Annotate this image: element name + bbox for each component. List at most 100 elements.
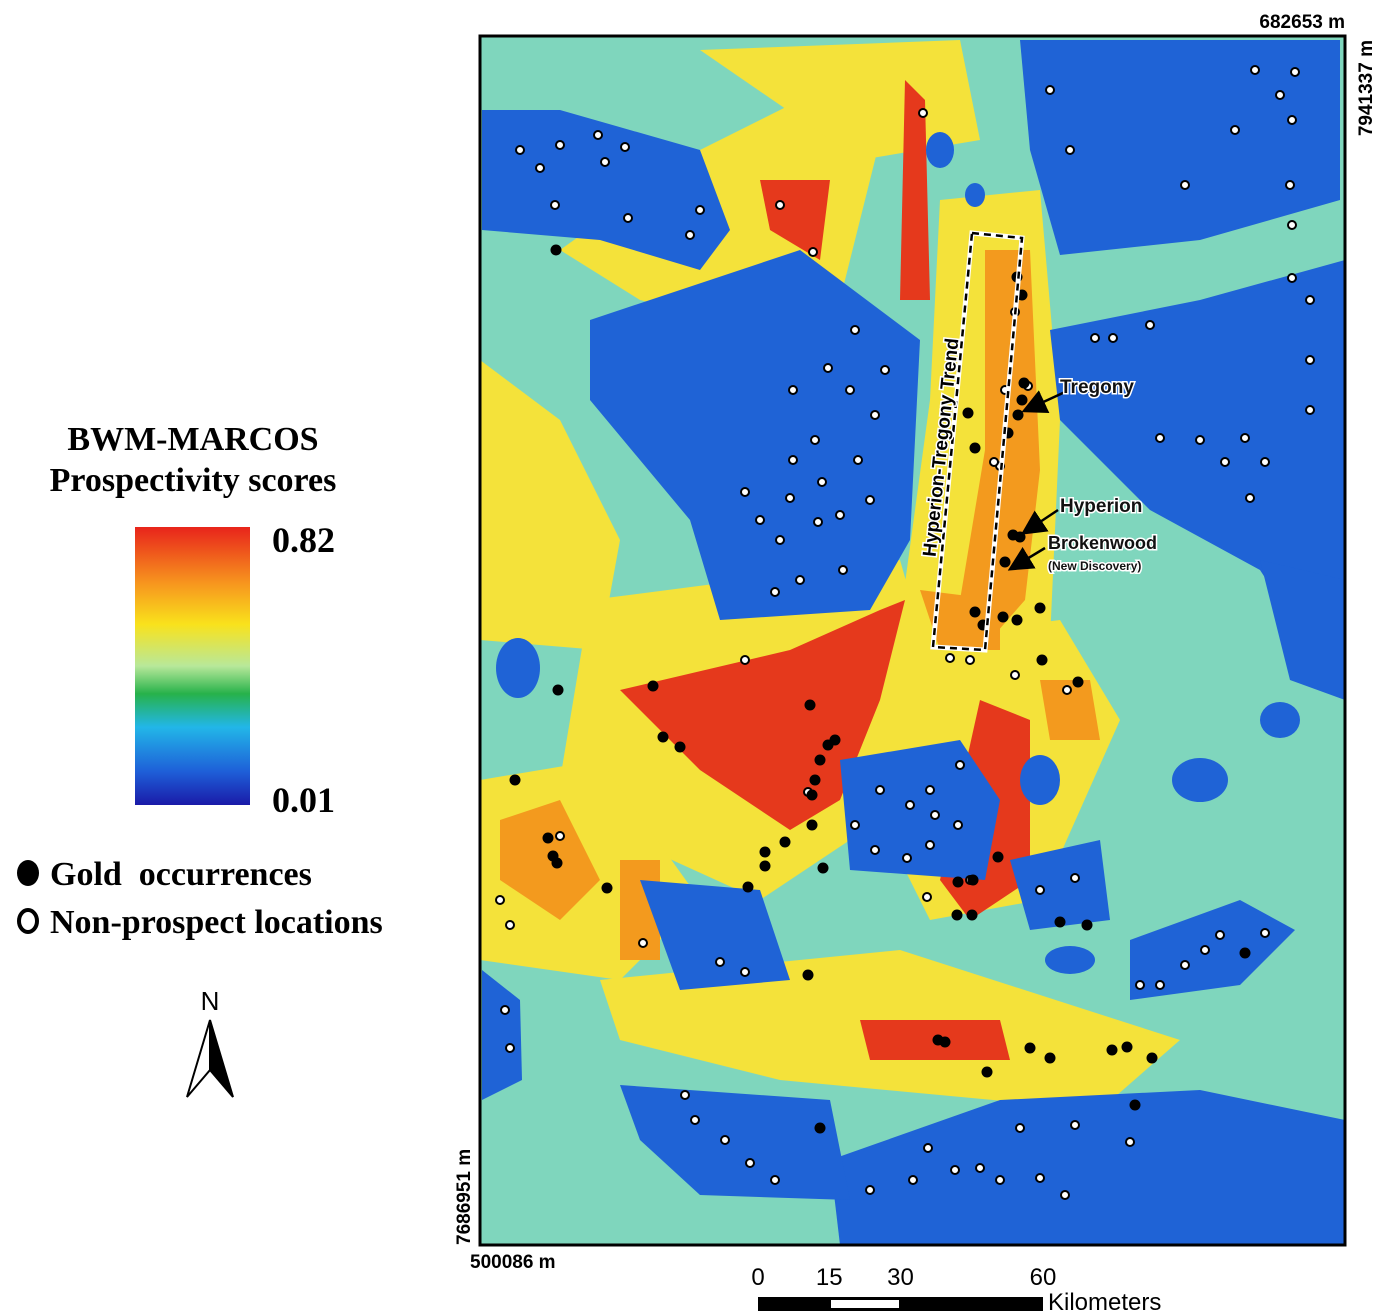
- scale-tick-label: 60: [1030, 1264, 1057, 1291]
- non-prospect-location: [771, 588, 779, 596]
- gold-occurrence: [1107, 1045, 1118, 1056]
- non-prospect-location: [854, 456, 862, 464]
- coord-label: 682653 m: [1259, 12, 1345, 33]
- non-prospect-location: [681, 1091, 689, 1099]
- non-prospect-location: [1221, 458, 1229, 466]
- non-prospect-location: [789, 386, 797, 394]
- non-prospect-location: [881, 366, 889, 374]
- gold-occurrence: [553, 685, 564, 696]
- low-score-zone: [1045, 946, 1095, 974]
- gold-occurrence: [967, 910, 978, 921]
- legend-item: Gold occurrences: [50, 856, 312, 893]
- annotation: Tregony: [1060, 377, 1134, 398]
- gold-occurrence: [780, 837, 791, 848]
- non-prospect-location: [556, 832, 564, 840]
- non-prospect-location: [931, 811, 939, 819]
- non-prospect-location: [536, 164, 544, 172]
- colorbar: [135, 527, 250, 805]
- non-prospect-location: [851, 326, 859, 334]
- scale-tick-label: 30: [887, 1264, 914, 1291]
- scale-unit: Kilometers: [1048, 1289, 1161, 1315]
- non-prospect-location: [771, 1176, 779, 1184]
- non-prospect-location: [990, 458, 998, 466]
- non-prospect-location: [506, 921, 514, 929]
- map-raster: [480, 36, 1345, 1245]
- non-prospect-location: [846, 386, 854, 394]
- non-prospect-location: [1066, 146, 1074, 154]
- non-prospect-location: [951, 1166, 959, 1174]
- non-prospect-location: [639, 939, 647, 947]
- gold-occurrence: [807, 790, 818, 801]
- gold-occurrence: [1025, 1043, 1036, 1054]
- non-prospect-location: [1046, 86, 1054, 94]
- low-score-zone: [1260, 702, 1300, 738]
- gold-occurrence: [551, 245, 562, 256]
- non-prospect-location: [721, 1136, 729, 1144]
- non-prospect-location: [923, 893, 931, 901]
- gold-occurrence: [760, 861, 771, 872]
- non-prospect-location: [954, 821, 962, 829]
- low-score-zone: [1020, 755, 1060, 805]
- gold-occurrence: [760, 847, 771, 858]
- gold-occurrence: [1017, 395, 1028, 406]
- non-prospect-location: [601, 158, 609, 166]
- non-prospect-location: [716, 958, 724, 966]
- gold-occurrence: [1045, 1053, 1056, 1064]
- gold-occurrence: [952, 910, 963, 921]
- gold-occurrence: [1019, 378, 1030, 389]
- non-prospect-location: [1246, 494, 1254, 502]
- gold-occurrence: [803, 970, 814, 981]
- non-prospect-location: [1091, 334, 1099, 342]
- non-prospect-location: [1036, 886, 1044, 894]
- non-prospect-location: [501, 1006, 509, 1014]
- gold-occurrence: [993, 852, 1004, 863]
- non-prospect-location: [696, 206, 704, 214]
- gold-occurrence: [998, 612, 1009, 623]
- non-prospect-location: [691, 1116, 699, 1124]
- non-prospect-location: [1241, 434, 1249, 442]
- non-prospect-location: [946, 654, 954, 662]
- non-prospect-location: [496, 896, 504, 904]
- non-prospect-location: [746, 1159, 754, 1167]
- gold-occurrence: [968, 875, 979, 886]
- non-prospect-location: [976, 1164, 984, 1172]
- gold-occurrence: [805, 700, 816, 711]
- non-prospect-location: [686, 231, 694, 239]
- gold-occurrence: [1082, 920, 1093, 931]
- non-prospect-location: [1261, 458, 1269, 466]
- scale-bar-frame: [758, 1297, 1043, 1311]
- non-prospect-location: [811, 436, 819, 444]
- gold-occurrence: [953, 877, 964, 888]
- gold-occurrence: [818, 863, 829, 874]
- non-prospect-location: [1261, 929, 1269, 937]
- non-prospect-location: [1276, 91, 1284, 99]
- gold-occurrence: [1240, 948, 1251, 959]
- scale-bar-segment: [831, 1300, 899, 1308]
- legend-item: Non-prospect locations: [50, 904, 383, 941]
- non-prospect-location: [1306, 356, 1314, 364]
- gold-occurrence: [830, 735, 841, 746]
- scale-tick-label: 0: [751, 1264, 764, 1291]
- gold-occurrence: [543, 833, 554, 844]
- low-score-zone: [965, 183, 985, 207]
- gold-occurrence: [552, 858, 563, 869]
- non-prospect-location: [776, 536, 784, 544]
- coord-label: 500086 m: [470, 1252, 556, 1273]
- non-prospect-location: [1061, 1191, 1069, 1199]
- non-prospect-location: [1156, 981, 1164, 989]
- non-prospect-location: [1288, 116, 1296, 124]
- non-prospect-location: [1251, 66, 1259, 74]
- non-prospect-location: [818, 478, 826, 486]
- non-prospect-location: [926, 841, 934, 849]
- non-prospect-location: [851, 821, 859, 829]
- colorbar-label: 0.01: [272, 780, 335, 820]
- gold-occurrence: [602, 883, 613, 894]
- map-figure: Hyperion-Tregony Trend Tregony Hyperion …: [0, 0, 1388, 1315]
- gold-occurrence: [1147, 1053, 1158, 1064]
- gold-occurrence: [1000, 557, 1011, 568]
- non-prospect-location: [624, 214, 632, 222]
- non-prospect-location: [789, 456, 797, 464]
- non-prospect-location: [741, 968, 749, 976]
- scale-tick-label: 15: [816, 1264, 843, 1291]
- non-prospect-location: [506, 1044, 514, 1052]
